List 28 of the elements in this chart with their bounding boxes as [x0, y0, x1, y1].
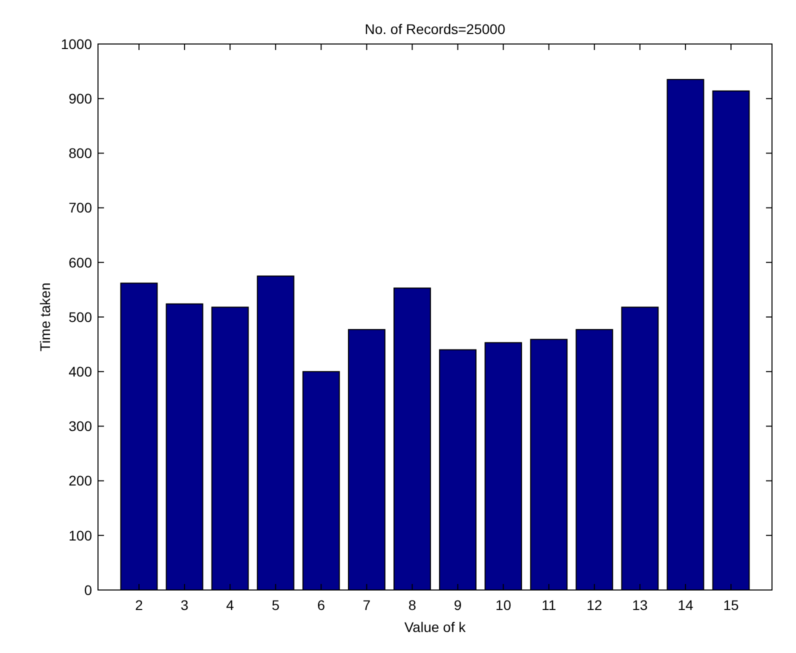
y-tick-label: 700	[68, 200, 92, 216]
x-tick-label: 15	[723, 597, 740, 613]
y-tick-label: 1000	[60, 36, 92, 52]
y-tick-label: 100	[68, 527, 92, 544]
y-tick-label: 500	[68, 308, 92, 325]
y-axis-title: Time taken	[37, 282, 53, 352]
x-axis-title: Value of k	[404, 619, 467, 635]
x-tick-label: 7	[362, 597, 371, 613]
y-tick-label: 900	[68, 90, 92, 106]
y-tick-label: 200	[68, 472, 92, 489]
y-tick-label: 600	[68, 254, 92, 270]
y-tick-label: 300	[68, 418, 92, 434]
x-tick-label: 12	[586, 597, 602, 613]
x-tick-label: 9	[454, 597, 462, 613]
x-tick-label: 8	[408, 597, 416, 613]
y-tick-label: 0	[84, 582, 92, 598]
x-tick-label: 6	[317, 597, 326, 613]
x-tick-label: 13	[632, 597, 648, 613]
x-tick-label: 10	[496, 597, 512, 613]
x-tick-label: 11	[542, 597, 556, 613]
x-tick-label: 4	[226, 597, 234, 613]
x-tick-label: 5	[272, 597, 280, 613]
x-tick-label: 2	[135, 597, 144, 613]
chart-title: No. of Records=25000	[364, 21, 506, 37]
y-tick-label: 800	[68, 145, 92, 162]
x-tick-label: 3	[180, 597, 189, 613]
y-tick-label: 400	[68, 364, 92, 380]
x-tick-label: 14	[678, 597, 694, 613]
